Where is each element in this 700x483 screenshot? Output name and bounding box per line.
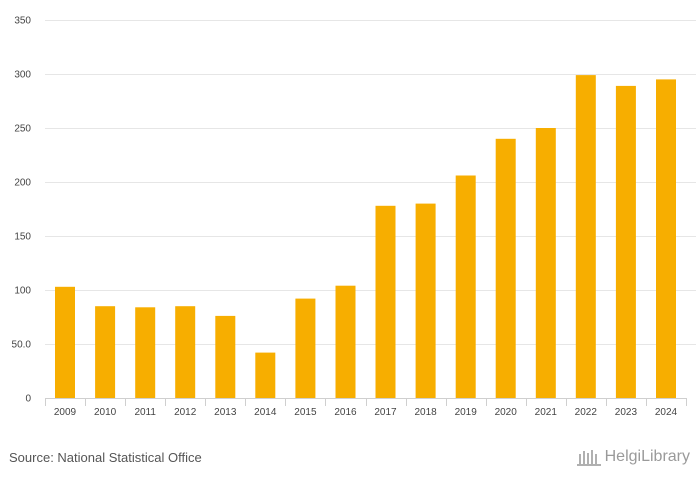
x-tick-label: 2013	[214, 407, 237, 418]
source-note: Source: National Statistical Office	[9, 450, 202, 465]
x-tick-label: 2012	[174, 407, 197, 418]
x-tick-label: 2019	[455, 407, 478, 418]
x-tick-label: 2016	[334, 407, 357, 418]
bar-2009[interactable]	[55, 286, 75, 398]
y-tick-label: 100	[14, 286, 31, 297]
x-tick-label: 2015	[294, 407, 317, 418]
y-tick-label: 50.0	[12, 340, 32, 351]
bar-2015[interactable]	[295, 298, 316, 398]
y-axis-ticks: 0 50.0 100 150 200 250 300 350	[12, 16, 32, 405]
bar-2011[interactable]	[135, 307, 156, 398]
bar-2010[interactable]	[95, 306, 116, 398]
library-logo-icon	[576, 450, 601, 466]
x-axis: 2009 2010 2011 2012 2013 2014 2015 2016 2017 2018…	[45, 398, 687, 418]
bar-2019[interactable]	[455, 175, 476, 399]
bar-2023[interactable]	[615, 85, 636, 399]
x-tick-label: 2009	[54, 407, 77, 418]
x-tick-label: 2022	[575, 407, 598, 418]
y-tick-label: 300	[14, 70, 31, 81]
y-tick-label: 150	[14, 232, 31, 243]
bar-2016[interactable]	[335, 285, 356, 398]
bar-2017[interactable]	[375, 205, 396, 398]
logo-text: HelgiLibrary	[604, 448, 690, 465]
grid-lines	[45, 20, 696, 345]
bar-2021[interactable]	[535, 128, 556, 398]
x-tick-label: 2014	[254, 407, 277, 418]
x-tick-label: 2018	[414, 407, 437, 418]
bar-2018[interactable]	[415, 203, 436, 398]
x-tick-label: 2021	[535, 407, 558, 418]
y-tick-label: 250	[14, 124, 31, 135]
bar-2012[interactable]	[175, 306, 196, 398]
x-tick-label: 2010	[94, 407, 117, 418]
bar-2024[interactable]	[656, 79, 676, 399]
bar-2014[interactable]	[255, 352, 276, 398]
x-tick-label: 2011	[134, 407, 156, 418]
x-tick-label: 2017	[374, 407, 397, 418]
bar-2013[interactable]	[215, 315, 236, 398]
x-tick-label: 2020	[495, 407, 518, 418]
x-tick-label: 2024	[655, 407, 678, 418]
helgilibrary-logo[interactable]: HelgiLibrary	[576, 448, 690, 466]
x-tick-label: 2023	[615, 407, 638, 418]
y-tick-label: 350	[14, 16, 31, 27]
bar-2020[interactable]	[495, 138, 516, 399]
y-tick-label: 200	[14, 178, 31, 189]
y-tick-label: 0	[25, 394, 31, 405]
bar-2022[interactable]	[575, 75, 596, 398]
bars	[55, 75, 676, 399]
